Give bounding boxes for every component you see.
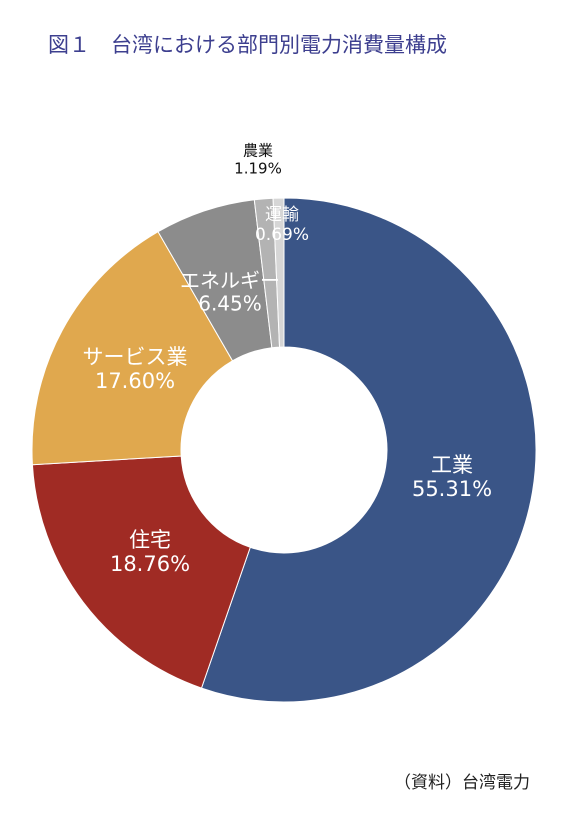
slice-category-label: 住宅 (129, 528, 171, 552)
slice-category-label: 工業 (431, 453, 473, 477)
donut-slice (200, 197, 537, 703)
slice-category-label: 運輸 (265, 205, 299, 225)
slice-value-label: 1.19% (234, 160, 282, 178)
donut-slice (31, 455, 251, 689)
slice-value-label: 55.31% (412, 477, 492, 501)
slice-value-label: 17.60% (95, 369, 175, 393)
slice-category-label: エネルギー (180, 269, 280, 293)
slice-category-label: 農業 (243, 142, 273, 160)
source-note: （資料）台湾電力 (394, 773, 530, 793)
donut-slice (31, 231, 234, 466)
slice-value-label: 18.76% (110, 552, 190, 576)
donut-slice (272, 197, 285, 348)
slice-value-label: 0.69% (255, 225, 309, 245)
slice-category-label: サービス業 (83, 345, 188, 369)
slice-value-label: 6.45% (198, 292, 262, 316)
chart-title: 図１ 台湾における部門別電力消費量構成 (48, 33, 447, 57)
